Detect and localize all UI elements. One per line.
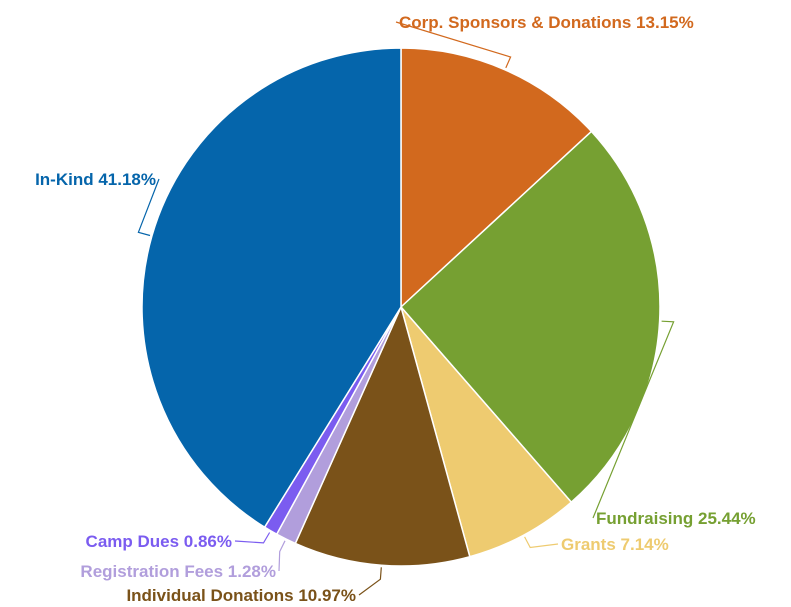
pie-slice-grants bbox=[400, 306, 573, 558]
pie-slice-in-kind bbox=[141, 47, 402, 529]
leader-line-grants bbox=[524, 536, 559, 549]
pie-slice-fundraising bbox=[399, 130, 661, 504]
pie-slice-corp-sponsors-donations bbox=[400, 47, 593, 309]
slice-label-camp-dues: Camp Dues 0.86% bbox=[86, 532, 232, 551]
leader-line-in-kind bbox=[137, 178, 160, 237]
slice-label-corp-sponsors: Corp. Sponsors & Donations 13.15% bbox=[399, 13, 694, 32]
slice-label-fundraising: Fundraising 25.44% bbox=[596, 509, 756, 528]
pie-slice-individual-donations bbox=[294, 304, 471, 567]
leader-line-corp-sponsors-donations bbox=[395, 21, 512, 69]
leader-lines-layer bbox=[137, 21, 675, 596]
labels-layer: Corp. Sponsors & Donations 13.15% Fundra… bbox=[35, 13, 756, 605]
slice-label-in-kind: In-Kind 41.18% bbox=[35, 170, 156, 189]
slice-label-registration-fees: Registration Fees 1.28% bbox=[80, 562, 276, 581]
leader-line-registration-fees bbox=[278, 540, 286, 572]
leader-line-fundraising bbox=[592, 320, 675, 519]
slice-label-grants: Grants 7.14% bbox=[561, 535, 669, 554]
leader-line-camp-dues bbox=[234, 532, 271, 544]
slice-label-individual-donations: Individual Donations 10.97% bbox=[126, 586, 356, 605]
slices-layer bbox=[141, 47, 661, 567]
leader-line-individual-donations bbox=[358, 567, 382, 596]
